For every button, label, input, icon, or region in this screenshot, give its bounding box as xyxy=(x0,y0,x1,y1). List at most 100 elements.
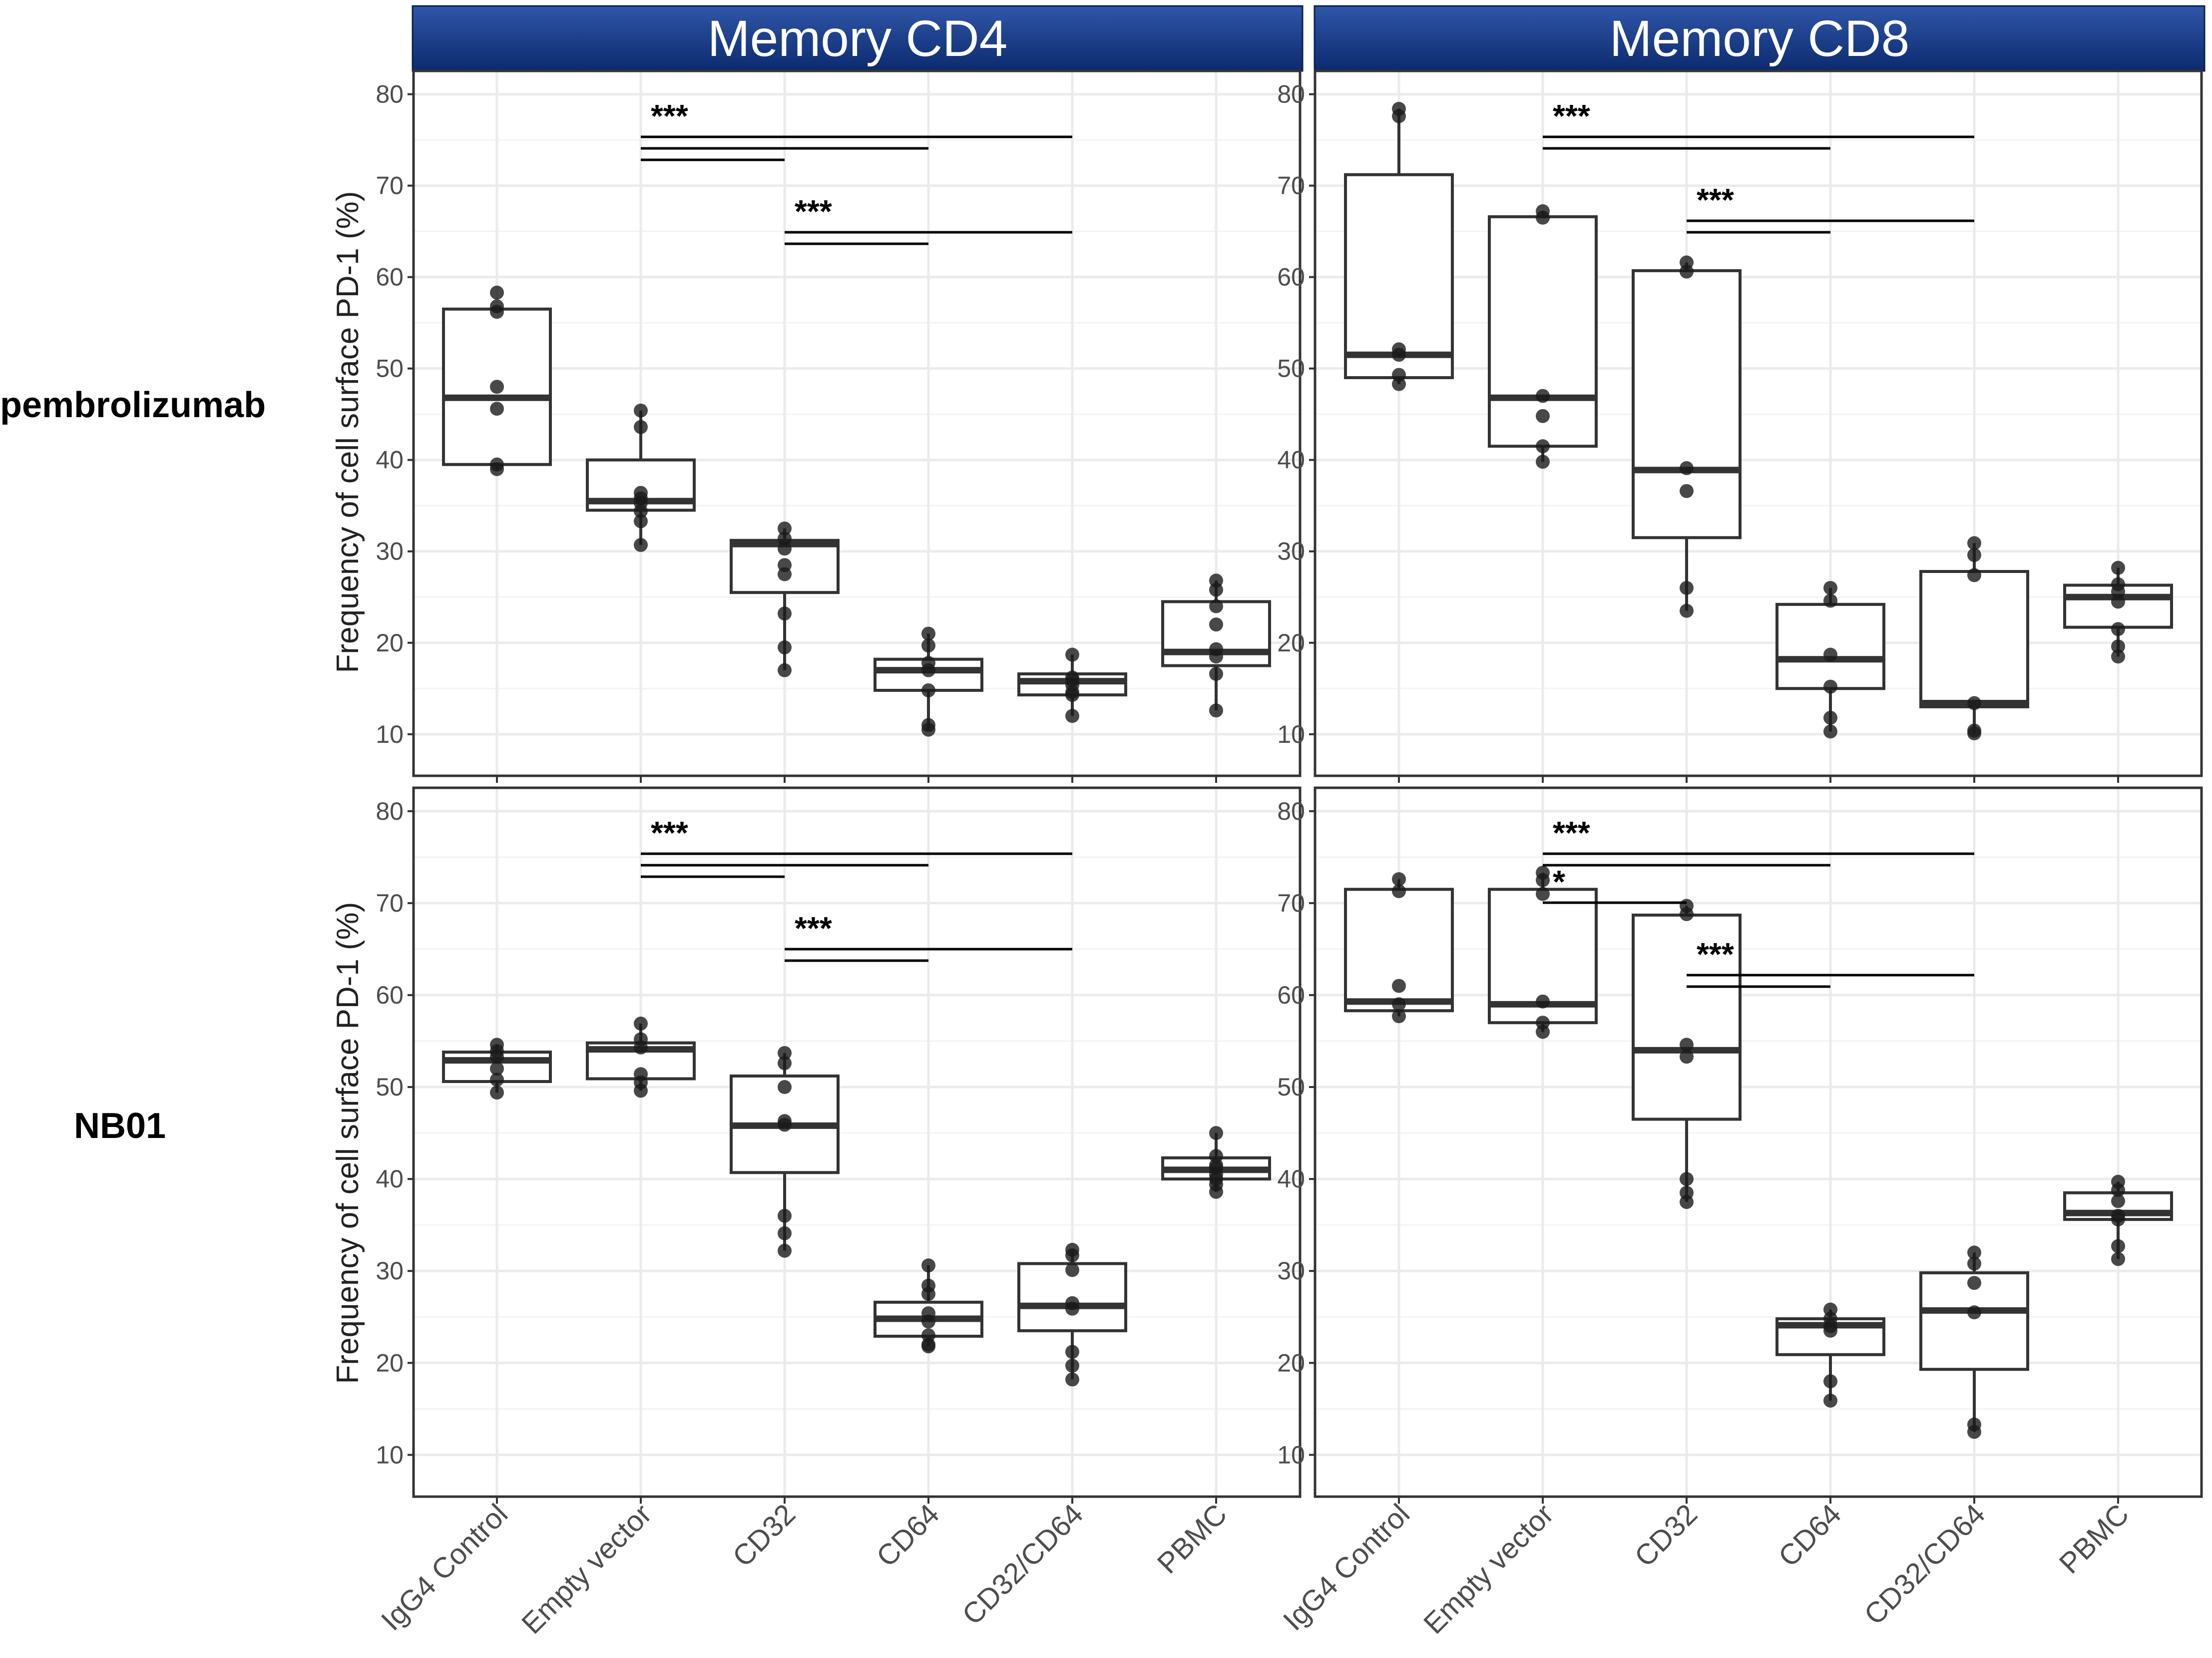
data-point xyxy=(1065,688,1079,702)
box-pbmc xyxy=(1161,1126,1271,1199)
significance-label: *** xyxy=(795,193,832,229)
data-point xyxy=(1823,647,1837,662)
y-tick-label: 40 xyxy=(376,1165,404,1193)
panel-background xyxy=(1315,71,2202,776)
data-point xyxy=(1065,1372,1079,1387)
x-tick-label-cd32: CD32 xyxy=(726,1498,802,1573)
y-tick-label: 50 xyxy=(376,355,404,383)
significance-group: *** xyxy=(785,910,1072,962)
significance-group: * xyxy=(1543,864,1687,904)
box-igg4-control xyxy=(442,285,552,477)
data-point xyxy=(921,663,935,677)
data-point xyxy=(1536,439,1550,454)
data-point xyxy=(1967,568,1981,582)
y-tick-label: 60 xyxy=(376,263,404,291)
y-tick-label: 60 xyxy=(376,981,404,1009)
data-point xyxy=(1065,709,1079,723)
data-point xyxy=(1536,1025,1550,1039)
data-point xyxy=(778,532,792,546)
data-point xyxy=(1680,603,1694,618)
header-banner-cd8 xyxy=(1314,5,2206,72)
data-point xyxy=(778,1046,792,1060)
y-tick-label: 80 xyxy=(376,80,404,108)
data-point xyxy=(1065,1345,1079,1359)
data-point xyxy=(1680,1195,1694,1209)
data-point xyxy=(1823,1374,1837,1389)
data-point xyxy=(1065,1248,1079,1262)
box-cd32 xyxy=(730,1046,840,1258)
box-empty-vector xyxy=(586,403,696,552)
y-tick-label: 10 xyxy=(1277,720,1305,748)
data-point xyxy=(2111,1194,2125,1208)
data-point xyxy=(2111,649,2125,664)
box-cd32-cd64 xyxy=(1017,1242,1127,1387)
header-memory-cd4: Memory CD4 xyxy=(412,5,1304,72)
data-point xyxy=(2111,1183,2125,1197)
data-point xyxy=(778,1243,792,1258)
data-point xyxy=(1967,548,1981,562)
data-point xyxy=(1680,484,1694,498)
data-point xyxy=(778,1117,792,1132)
box-iqr xyxy=(1919,570,2029,708)
box-pbmc xyxy=(2063,560,2173,664)
box-igg4-control xyxy=(1344,872,1454,1024)
data-point xyxy=(490,462,504,477)
panel-border xyxy=(412,786,1302,1498)
data-point xyxy=(1392,979,1406,993)
data-point xyxy=(1967,536,1981,551)
data-point xyxy=(921,1287,935,1301)
box-igg4-control xyxy=(1344,101,1454,391)
data-point xyxy=(1209,582,1223,597)
panel-border xyxy=(1314,786,2203,1498)
data-point xyxy=(1065,647,1079,662)
significance-label: * xyxy=(1553,864,1565,900)
y-tick-label: 40 xyxy=(1277,1165,1305,1193)
data-point xyxy=(1536,409,1550,423)
data-point xyxy=(1823,593,1837,608)
data-point xyxy=(1536,873,1550,887)
significance-label: *** xyxy=(1553,815,1590,851)
data-point xyxy=(921,1258,935,1273)
data-point xyxy=(1680,1172,1694,1186)
y-tick-label: 40 xyxy=(376,446,404,474)
data-point xyxy=(2111,1239,2125,1253)
y-tick-label: 80 xyxy=(376,797,404,825)
data-point xyxy=(1065,1358,1079,1373)
significance-label: *** xyxy=(651,98,688,134)
x-tick-label-empty-vector: Empty vector xyxy=(515,1498,658,1640)
data-point xyxy=(634,538,648,552)
y-tick-label: 20 xyxy=(1277,1349,1305,1377)
data-point xyxy=(1967,1245,1981,1260)
data-point xyxy=(1823,1323,1837,1338)
data-point xyxy=(1823,679,1837,694)
y-tick-label: 30 xyxy=(376,538,404,565)
facet-headers: Memory CD4 Memory CD8 xyxy=(412,5,2206,72)
data-point xyxy=(1680,580,1694,595)
data-point xyxy=(634,1040,648,1055)
data-point xyxy=(490,1062,504,1076)
x-tick-label-cd64: CD64 xyxy=(870,1498,945,1573)
significance-group: *** xyxy=(1543,815,1974,867)
data-point xyxy=(1967,696,1981,710)
data-point xyxy=(1823,724,1837,739)
data-point xyxy=(1065,1301,1079,1316)
data-point xyxy=(1536,210,1550,225)
box-cd32-cd64 xyxy=(1919,1245,2029,1439)
data-point xyxy=(778,542,792,556)
y-tick-label: 10 xyxy=(376,720,404,748)
data-point xyxy=(1392,348,1406,362)
data-point xyxy=(490,380,504,394)
y-tick-label: 60 xyxy=(1277,981,1305,1009)
data-point xyxy=(1967,726,1981,740)
panel-pembrolizumab-memory-cd4: 10 20 30 40 50 60 70 80 *** *** xyxy=(376,69,1302,783)
data-point xyxy=(1680,907,1694,921)
data-point xyxy=(634,514,648,529)
data-point xyxy=(921,638,935,653)
data-point xyxy=(1209,1184,1223,1199)
box-cd64 xyxy=(874,1258,983,1354)
header-memory-cd8: Memory CD8 xyxy=(1314,5,2206,72)
data-point xyxy=(490,1073,504,1087)
significance-label: *** xyxy=(795,910,832,946)
data-point xyxy=(778,567,792,581)
